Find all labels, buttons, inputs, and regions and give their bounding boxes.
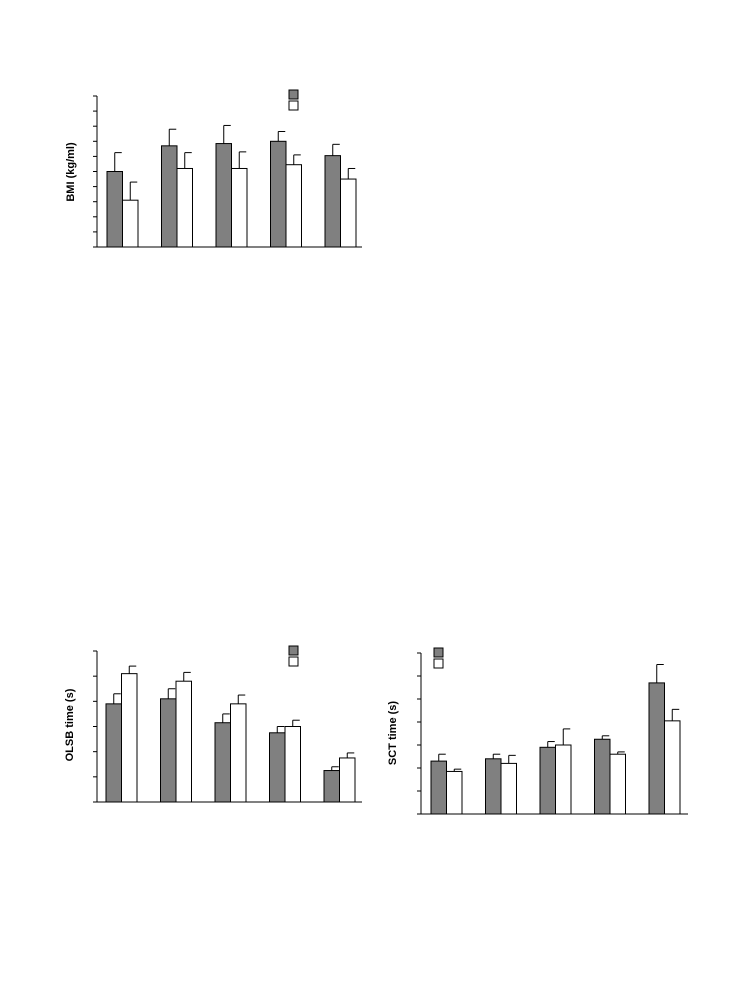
legend-swatch (433, 647, 444, 658)
bar (269, 732, 286, 803)
legend-swatch (433, 658, 444, 669)
bar (105, 703, 122, 803)
bar (214, 722, 231, 803)
bar (539, 746, 556, 815)
bmi-chart-plot (93, 89, 362, 248)
bar (485, 758, 502, 815)
olsb-y-axis-label: OLSB time (s) (64, 688, 76, 762)
bar (609, 753, 626, 815)
bar (122, 199, 139, 248)
bar (106, 171, 123, 248)
bar (161, 145, 178, 248)
bar (285, 164, 302, 248)
bar (324, 155, 341, 248)
bar (323, 770, 340, 803)
bar (175, 680, 192, 803)
legend-swatch (288, 89, 299, 100)
bar (270, 140, 287, 248)
bar (176, 167, 193, 248)
olsb-chart-plot (93, 645, 362, 803)
bar (340, 178, 357, 248)
bar (500, 762, 517, 815)
bar (430, 760, 447, 815)
bmi-y-axis-label: BMI (kg/ml) (65, 142, 77, 202)
bar (664, 720, 681, 815)
sct-chart-plot (417, 647, 688, 815)
bar (284, 726, 301, 803)
bar (230, 703, 247, 803)
sct-y-axis-label: SCT time (s) (387, 700, 399, 766)
legend-swatch (288, 100, 299, 111)
bar (594, 738, 611, 815)
bar (231, 167, 248, 248)
legend-swatch (288, 656, 299, 667)
bar (648, 682, 665, 815)
bar (121, 673, 138, 803)
bar (215, 143, 232, 248)
legend-swatch (288, 645, 299, 656)
bar (339, 757, 356, 803)
bar (446, 770, 463, 815)
bar (160, 698, 177, 803)
bar (555, 744, 572, 815)
